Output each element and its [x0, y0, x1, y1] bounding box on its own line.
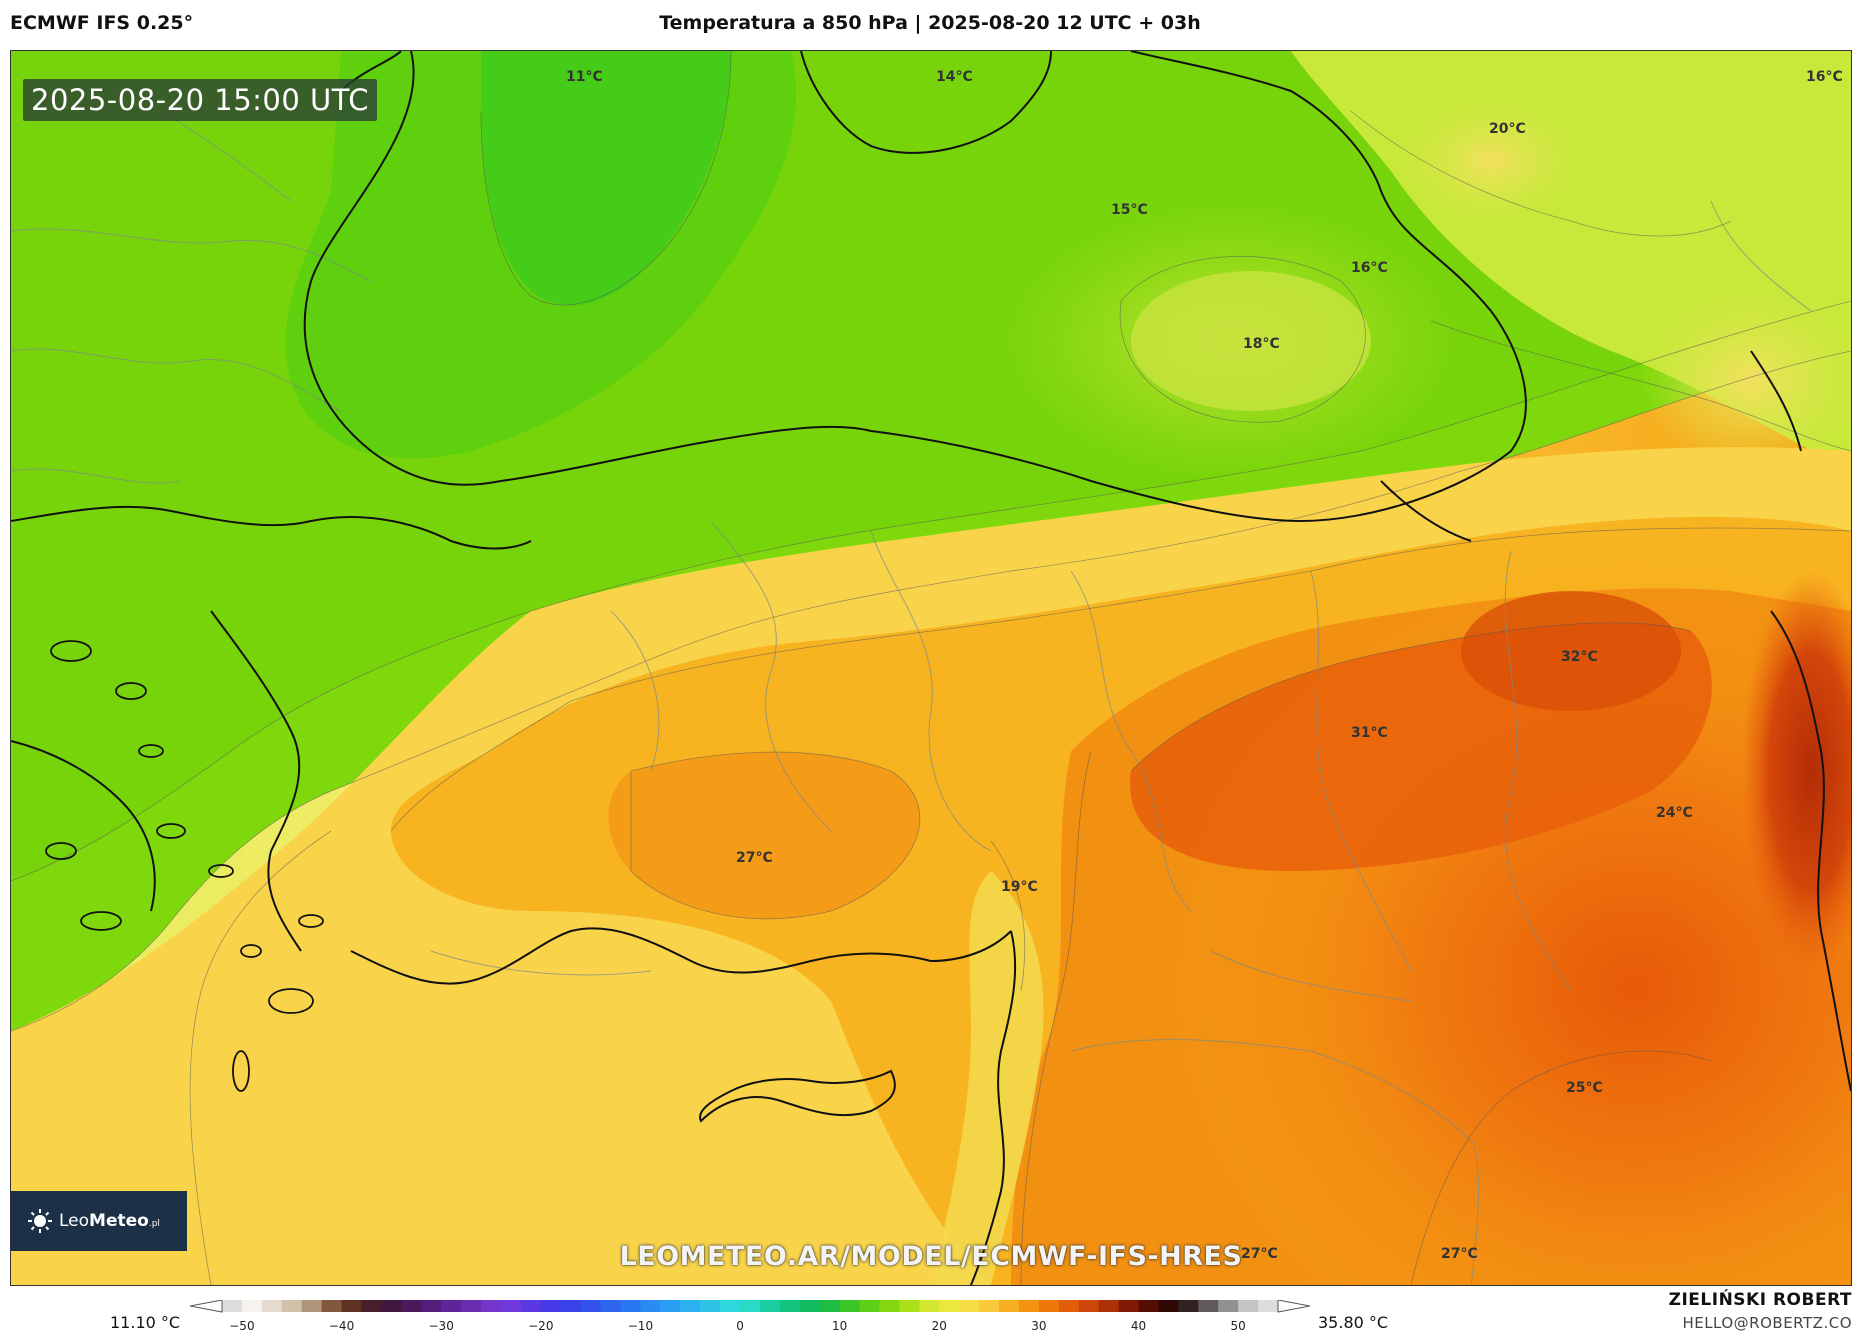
logo-text: LeoMeteo.pl [59, 1211, 160, 1231]
colorbar-cell [1018, 1300, 1040, 1312]
temp-label: 16°C [1806, 69, 1843, 85]
colorbar-cell [1138, 1300, 1159, 1312]
colorbar-cell [740, 1300, 761, 1312]
colorbar-cell [1238, 1300, 1259, 1312]
temp-label: 32°C [1561, 649, 1598, 665]
colorbar-cell [1258, 1300, 1279, 1312]
temp-label: 11°C [566, 69, 603, 85]
colorbar-cell [421, 1300, 442, 1312]
sun-icon [28, 1209, 52, 1233]
colorbar-cell [759, 1300, 781, 1312]
colorbar-cell [600, 1300, 621, 1312]
colorbar-cell [919, 1300, 940, 1312]
colorbar-cell [839, 1300, 861, 1312]
colorbar-cell [241, 1300, 263, 1312]
colorbar-tick-label: 20 [932, 1319, 947, 1333]
chart-title: Temperatura a 850 hPa | 2025-08-20 12 UT… [659, 12, 1201, 34]
colorbar-tick-label: 10 [832, 1319, 847, 1333]
colorbar-cell [540, 1300, 562, 1312]
model-name: ECMWF IFS 0.25° [10, 12, 194, 34]
colorbar-cell [779, 1300, 801, 1312]
author-name: ZIELIŃSKI ROBERT [1668, 1290, 1852, 1310]
colorbar-tick-label: −50 [229, 1319, 254, 1333]
colorbar-tick-label: −20 [528, 1319, 553, 1333]
colorbar-cell [520, 1300, 542, 1312]
colorbar-tick-label: −30 [429, 1319, 454, 1333]
colorbar-cell [859, 1300, 881, 1312]
colorbar-cell [959, 1300, 980, 1312]
colorbar-cell [1098, 1300, 1120, 1312]
colorbar-tick-label: 0 [736, 1319, 744, 1333]
colorbar-cell [1178, 1300, 1199, 1312]
valid-time-badge: 2025-08-20 15:00 UTC [23, 79, 378, 121]
colorbar-cell [700, 1300, 721, 1312]
colorbar-cell [560, 1300, 582, 1312]
temp-label: 27°C [1441, 1246, 1478, 1262]
colorbar-cell [1038, 1300, 1060, 1312]
colorbar-cell [720, 1300, 741, 1312]
colorbar-cell [680, 1300, 701, 1312]
colorbar-cell [620, 1300, 641, 1312]
temp-label: 18°C [1243, 336, 1280, 352]
colorbar-min-label: 11.10 °C [110, 1313, 181, 1332]
temp-label: 14°C [936, 69, 973, 85]
colorbar-tick-label: −10 [628, 1319, 653, 1333]
colorbar-cell [879, 1300, 900, 1312]
author-email[interactable]: HELLO@ROBERTZ.CO [1682, 1314, 1852, 1332]
colorbar-cell [1118, 1300, 1140, 1312]
colorbar-cell [1158, 1300, 1179, 1312]
colorbar-tick-label: 40 [1131, 1319, 1146, 1333]
temp-label: 25°C [1566, 1080, 1603, 1096]
colorbar-cell [222, 1300, 243, 1312]
colorbar-cell [321, 1300, 343, 1312]
colorbar-cell [301, 1300, 323, 1312]
colorbar-cell [1078, 1300, 1100, 1312]
colorbar-cell [799, 1300, 821, 1312]
colorbar-cell [899, 1300, 920, 1312]
colorbar-cell [580, 1300, 602, 1312]
colorbar-cell [401, 1300, 422, 1312]
temp-label: 20°C [1489, 121, 1526, 137]
colorbar-cell [819, 1300, 841, 1312]
colorbar-cell [461, 1300, 482, 1312]
colorbar-cell [1058, 1300, 1080, 1312]
temp-label: 15°C [1111, 202, 1148, 218]
colorbar-cell [281, 1300, 303, 1312]
colorbar-max-label: 35.80 °C [1318, 1313, 1389, 1332]
colorbar-cell [1218, 1300, 1239, 1312]
temp-label: 27°C [1241, 1246, 1278, 1262]
colorbar-cell [341, 1300, 362, 1312]
colorbar-cell [939, 1300, 960, 1312]
colorbar-cell [381, 1300, 402, 1312]
temperature-colorbar: −50 −40 −30 −20 −10 0 10 20 30 40 50 [190, 1300, 1310, 1333]
colorbar-cell [441, 1300, 462, 1312]
temp-label: 24°C [1656, 805, 1693, 821]
colorbar-cell [1198, 1300, 1219, 1312]
temperature-map[interactable]: 11°C 14°C 16°C 20°C 15°C 16°C 18°C 32°C … [10, 50, 1852, 1286]
colorbar-tick-label: 30 [1031, 1319, 1046, 1333]
colorbar-cell [979, 1300, 1000, 1312]
colorbar-tick-label: 50 [1231, 1319, 1246, 1333]
colorbar-cell [660, 1300, 681, 1312]
source-url[interactable]: LEOMETEO.AR/MODEL/ECMWF-IFS-HRES [619, 1241, 1243, 1272]
colorbar-cell [361, 1300, 382, 1312]
colorbar-cell [500, 1300, 522, 1312]
colorbar-tick-label: −40 [329, 1319, 354, 1333]
colorbar-cell [261, 1300, 283, 1312]
temp-label: 19°C [1001, 879, 1038, 895]
colorbar-cell [999, 1300, 1020, 1312]
temp-label: 27°C [736, 850, 773, 866]
temp-label: 16°C [1351, 260, 1388, 276]
leometeo-logo[interactable]: LeoMeteo.pl [11, 1191, 187, 1251]
temp-label: 31°C [1351, 725, 1388, 741]
colorbar-cell [640, 1300, 661, 1312]
colorbar-cell [481, 1300, 502, 1312]
